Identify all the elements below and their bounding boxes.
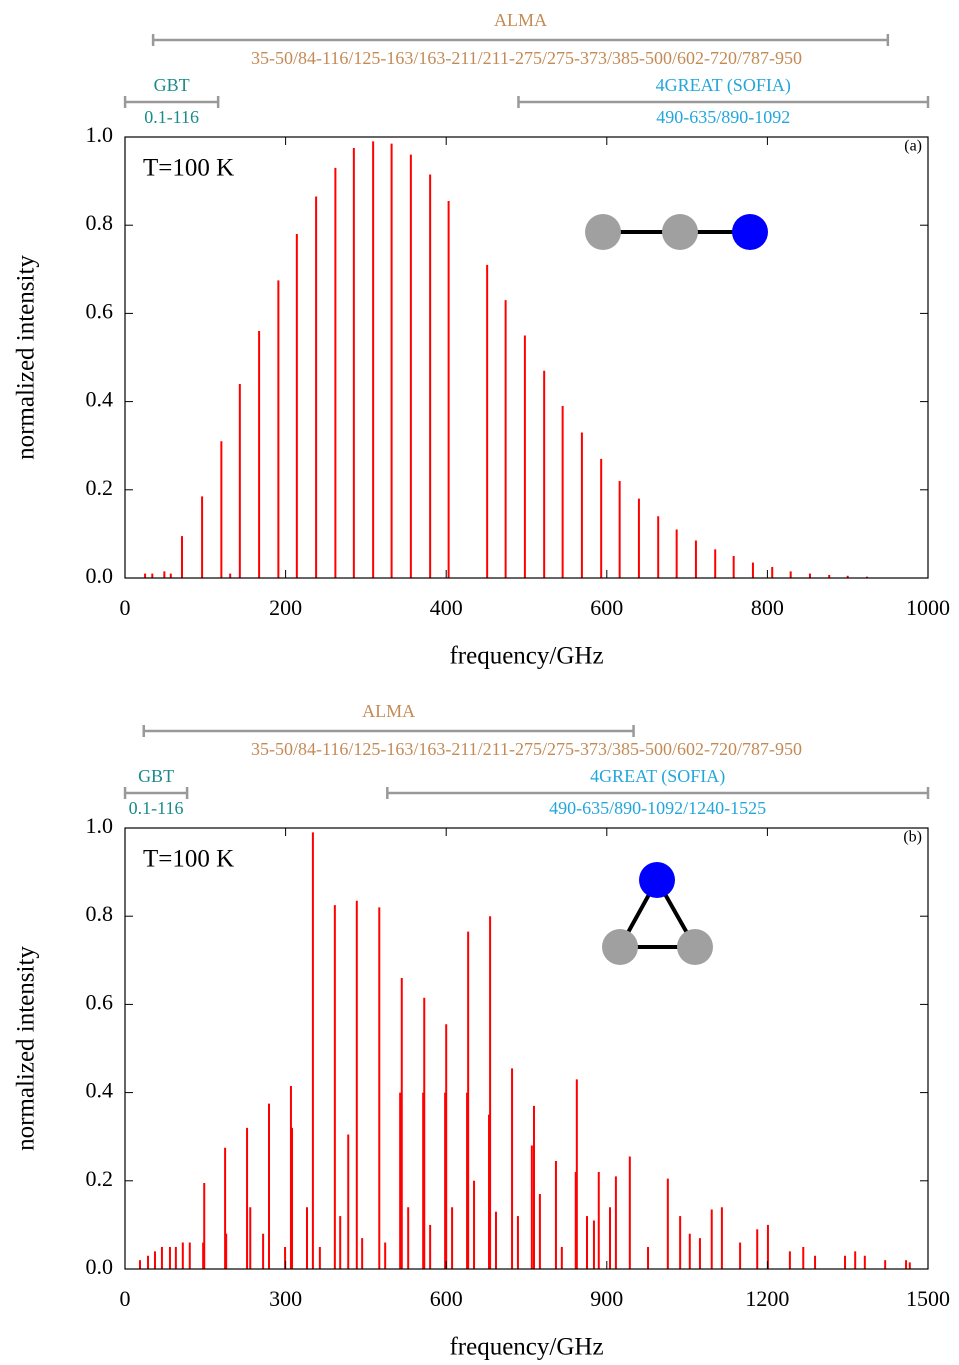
band-name: ALMA — [362, 701, 415, 721]
y-tick-label: 1.0 — [86, 122, 114, 147]
x-tick-label: 200 — [269, 595, 302, 620]
y-tick-label: 0.4 — [86, 387, 114, 412]
y-tick-label: 0.0 — [86, 563, 114, 588]
band-name: 4GREAT (SOFIA) — [656, 75, 791, 96]
atom-carbon — [585, 214, 621, 250]
x-tick-label: 0 — [120, 1286, 131, 1311]
x-axis-label: frequency/GHz — [449, 643, 603, 670]
x-tick-label: 1000 — [906, 595, 950, 620]
molecule-cyclic — [602, 862, 713, 965]
plot-frame — [124, 827, 929, 1270]
x-tick-label: 800 — [751, 595, 784, 620]
panel-label: (a) — [904, 138, 922, 155]
y-tick-label: 0.0 — [86, 1254, 114, 1279]
band-ranges: 35-50/84-116/125-163/163-211/211-275/275… — [251, 48, 802, 68]
y-tick-label: 0.4 — [86, 1078, 114, 1103]
panel-label: (b) — [903, 829, 922, 846]
x-tick-label: 400 — [430, 595, 463, 620]
bonds — [616, 875, 699, 949]
y-tick-label: 0.8 — [86, 901, 114, 926]
x-tick-label: 900 — [590, 1286, 623, 1311]
x-tick-label: 0 — [120, 595, 131, 620]
atom-carbon — [602, 929, 638, 965]
atom-carbon — [662, 214, 698, 250]
x-tick-label: 600 — [590, 595, 623, 620]
band-name: 4GREAT (SOFIA) — [590, 766, 725, 787]
x-tick-label: 1500 — [906, 1286, 950, 1311]
y-axis-label: normalized intensity — [13, 946, 40, 1151]
y-axis-label: normalized intensity — [13, 255, 40, 460]
y-tick-label: 0.6 — [86, 298, 114, 323]
atom-carbon — [677, 929, 713, 965]
band-ranges: 490-635/890-1092/1240-1525 — [549, 798, 766, 818]
plot-frame — [124, 136, 929, 579]
y-tick-label: 0.6 — [86, 989, 114, 1014]
band-name: GBT — [154, 75, 190, 95]
band-ranges: 35-50/84-116/125-163/163-211/211-275/275… — [251, 739, 802, 759]
band-name: GBT — [138, 766, 174, 786]
annotation: T=100 K — [143, 155, 234, 182]
band-name: ALMA — [494, 10, 547, 30]
annotation: T=100 K — [143, 846, 234, 873]
y-tick-label: 0.2 — [86, 1166, 114, 1191]
x-tick-label: 1200 — [745, 1286, 789, 1311]
atom-nitrogen — [639, 862, 675, 898]
band-ranges: 0.1-116 — [129, 798, 184, 818]
atom-nitrogen — [732, 214, 768, 250]
y-tick-label: 1.0 — [86, 813, 114, 838]
molecule-linear — [585, 214, 768, 250]
band-ranges: 490-635/890-1092 — [656, 107, 790, 127]
y-tick-label: 0.8 — [86, 210, 114, 235]
band-ranges: 0.1-116 — [144, 107, 199, 127]
x-axis-label: frequency/GHz — [449, 1334, 603, 1361]
y-tick-label: 0.2 — [86, 475, 114, 500]
x-tick-label: 600 — [430, 1286, 463, 1311]
x-tick-label: 300 — [269, 1286, 302, 1311]
